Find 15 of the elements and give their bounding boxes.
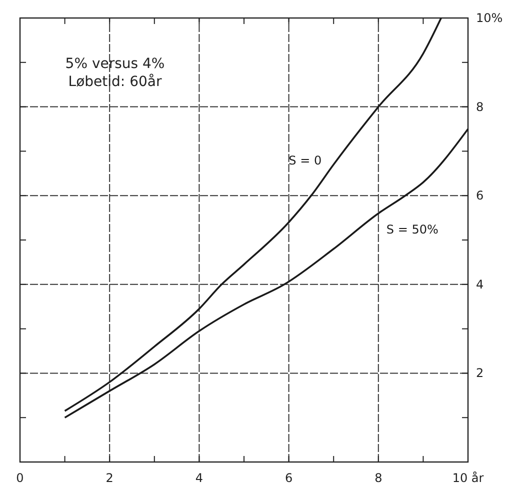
x-tick-label: 0 bbox=[16, 471, 24, 485]
annotation: 5% versus 4% bbox=[65, 56, 165, 72]
y-tick-label: 4 bbox=[476, 277, 484, 292]
series-label: S = 50% bbox=[386, 222, 438, 236]
annotation: Løbetid: 60år bbox=[68, 73, 162, 90]
y-tick-label: 2 bbox=[476, 366, 484, 380]
x-tick-label: 4 bbox=[195, 471, 204, 485]
x-tick-label: 6 bbox=[284, 471, 293, 485]
series-label: S = 0 bbox=[288, 154, 322, 168]
x-tick-label: 8 bbox=[374, 471, 382, 485]
y-tick-label: 6 bbox=[476, 188, 484, 203]
x-tick-label: 10 år bbox=[452, 471, 484, 485]
x-tick-label: 2 bbox=[106, 471, 114, 485]
y-tick-label: 8 bbox=[476, 100, 484, 114]
y-tick-label: 10% bbox=[476, 11, 503, 25]
